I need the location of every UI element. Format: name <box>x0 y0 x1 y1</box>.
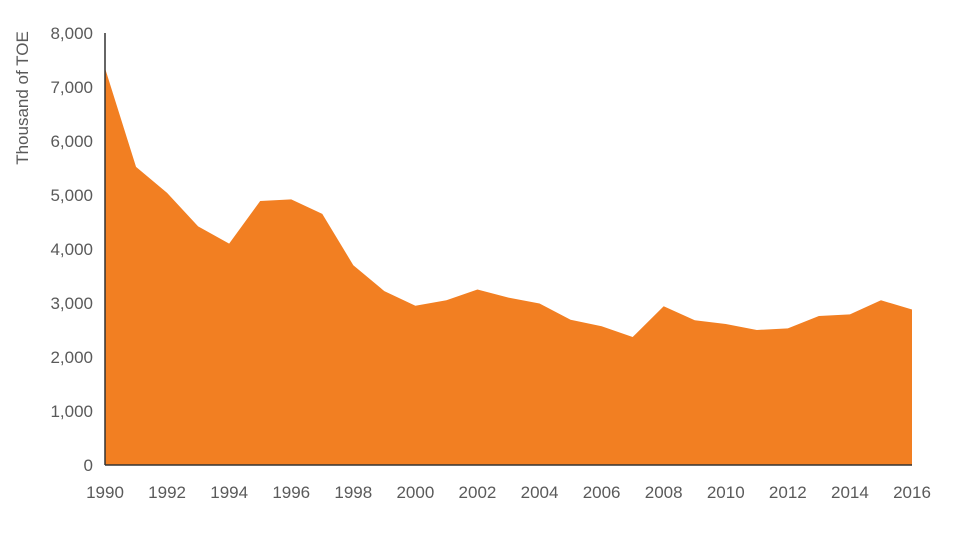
y-tick-label: 4,000 <box>50 240 93 259</box>
x-tick-label: 1996 <box>272 483 310 502</box>
x-tick-label: 2012 <box>769 483 807 502</box>
x-tick-label: 2008 <box>645 483 683 502</box>
x-tick-label: 1990 <box>86 483 124 502</box>
y-tick-label: 8,000 <box>50 24 93 43</box>
x-tick-labels: 1990 1992 1994 1996 1998 2000 2002 2004 2006 2008… <box>86 483 931 502</box>
x-tick-label: 1998 <box>334 483 372 502</box>
y-axis-title: Thousand of TOE <box>13 31 32 165</box>
y-tick-label: 6,000 <box>50 132 93 151</box>
x-tick-label: 1992 <box>148 483 186 502</box>
x-tick-label: 1994 <box>210 483 248 502</box>
x-tick-label: 2000 <box>396 483 434 502</box>
x-tick-label: 2006 <box>583 483 621 502</box>
axes <box>104 33 912 466</box>
y-tick-label: 2,000 <box>50 348 93 367</box>
x-tick-label: 2004 <box>521 483 559 502</box>
y-tick-label: 5,000 <box>50 186 93 205</box>
x-tick-label: 2002 <box>459 483 497 502</box>
y-tick-label: 0 <box>84 456 93 475</box>
y-tick-label: 3,000 <box>50 294 93 313</box>
area-layer <box>105 68 912 465</box>
area-series <box>105 68 912 465</box>
y-tick-label: 7,000 <box>50 78 93 97</box>
y-tick-labels: 0 1,000 2,000 3,000 4,000 5,000 6,000 7,000 8,00… <box>50 24 93 475</box>
x-tick-label: 2016 <box>893 483 931 502</box>
y-tick-label: 1,000 <box>50 402 93 421</box>
x-tick-label: 2010 <box>707 483 745 502</box>
x-tick-label: 2014 <box>831 483 869 502</box>
